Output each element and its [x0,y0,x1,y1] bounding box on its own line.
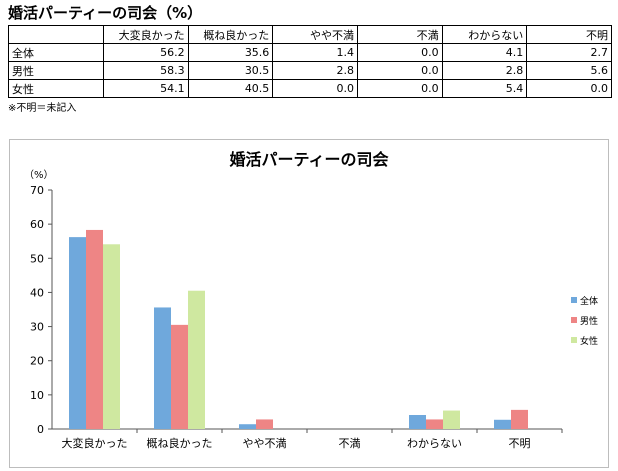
table-cell: 54.1 [103,79,189,98]
x-tick-label: やや不満 [243,437,287,450]
table-cell: 0.0 [526,79,612,98]
table-cell: 58.3 [103,61,189,80]
bar [188,290,205,429]
row-label: 女性 [8,79,104,98]
y-tick-label: 30 [30,321,44,334]
row-label: 全体 [8,43,104,62]
chart-title: 婚活パーティーの司会 [229,150,389,169]
table-cell: 0.0 [356,79,443,98]
column-header: 不満 [356,25,443,44]
table-cell: 0.0 [356,43,443,62]
column-header: わからない [441,25,528,44]
x-tick-label: 概ね良かった [147,436,213,450]
bar [69,237,86,429]
bar [256,419,273,429]
y-tick-label: 40 [30,286,44,299]
bar-plot: 0 10 20 30 40 50 60 70 大変良かった 概ね良かった やや不満 不満 わからない 不明 [30,184,563,450]
chart-frame: 婚活パーティーの司会 （%） 0 10 20 30 40 50 60 70 大変良かった 概ね良か… [9,139,609,468]
legend-label: 男性 [580,316,599,327]
table-cell: 56.2 [103,43,189,62]
bar [171,324,188,429]
y-tick-label: 60 [30,218,44,231]
table-header-row: 大変良かった 概ね良かった やや不満 不満 わからない 不明 [8,25,612,44]
legend-label: 女性 [580,336,599,347]
table-row: 男性 58.3 30.5 2.8 0.0 2.8 5.6 [8,61,612,80]
footnote: ※不明＝未記入 [8,103,77,114]
bar [426,419,443,429]
table-row: 女性 54.1 40.5 0.0 0.0 5.4 0.0 [8,79,612,98]
legend-label: 全体 [580,296,599,307]
legend-item: 男性 [571,310,598,330]
table-cell: 4.1 [441,43,528,62]
row-label: 男性 [8,61,104,80]
page-title: 婚活パーティーの司会（%） [8,4,203,22]
column-header: 大変良かった [103,25,189,44]
bar [409,415,426,429]
results-table: 大変良かった 概ね良かった やや不満 不満 わからない 不明 全体 56.2 3… [8,25,612,98]
column-header: 概ね良かった [187,25,274,44]
y-tick-label: 10 [30,389,44,402]
table-cell: 0.0 [272,79,358,98]
bar [511,409,528,429]
table-cell: 5.6 [526,61,612,80]
y-tick-label: 0 [37,423,44,436]
bar [154,307,171,429]
y-tick-label: 50 [30,252,44,265]
table-cell: 40.5 [187,79,274,98]
bar [86,229,103,429]
x-tick-label: 不満 [339,437,361,450]
legend: 全体 男性 女性 [571,290,598,350]
y-axis-unit: （%） [24,170,54,181]
table-cell: 0.0 [356,61,443,80]
y-tick-label: 70 [30,184,44,197]
table-cell: 30.5 [187,61,274,80]
legend-swatch [571,297,577,303]
legend-item: 女性 [571,330,598,350]
table-cell: 5.4 [441,79,528,98]
column-header: 不明 [526,25,612,44]
x-tick-label: 不明 [509,437,531,450]
table-cell: 2.8 [272,61,358,80]
x-tick-label: 大変良かった [62,436,128,450]
table-cell: 35.6 [187,43,274,62]
table-row: 全体 56.2 35.6 1.4 0.0 4.1 2.7 [8,43,612,62]
x-tick-label: わからない [407,437,462,450]
column-header: やや不満 [272,25,358,44]
legend-swatch [571,317,577,323]
legend-item: 全体 [571,290,598,310]
bar [494,419,511,429]
table-cell: 2.7 [526,43,612,62]
table-corner-cell [8,25,104,44]
legend-swatch [571,337,577,343]
table-cell: 2.8 [441,61,528,80]
bar [443,410,460,429]
bar [239,424,256,429]
table-cell: 1.4 [272,43,358,62]
bar [103,244,120,429]
y-tick-label: 20 [30,355,44,368]
